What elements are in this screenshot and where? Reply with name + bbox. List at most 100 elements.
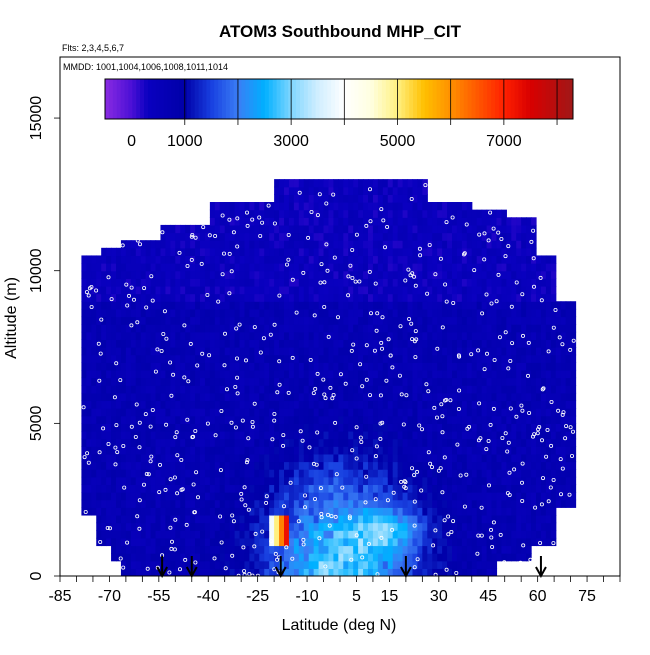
heat-cell (466, 514, 473, 524)
heat-cell (333, 392, 339, 402)
heat-cell (353, 339, 359, 348)
heat-cell (471, 331, 478, 340)
heat-cell (382, 270, 389, 279)
heat-cell (298, 247, 305, 257)
heat-cell (279, 308, 285, 318)
heat-cell (175, 514, 181, 524)
heat-cell (160, 453, 167, 463)
heat-cell (101, 469, 107, 478)
heat-cell (402, 545, 409, 554)
heat-cell (447, 255, 453, 264)
heat-cell (353, 522, 359, 531)
heat-cell (506, 377, 512, 386)
heat-cell (303, 232, 310, 241)
heat-cell (135, 545, 142, 554)
heat-cell (407, 423, 414, 432)
heat-cell (116, 522, 122, 531)
heat-cell (466, 209, 473, 218)
heat-cell (565, 499, 572, 508)
heat-cell (308, 408, 315, 417)
heat-cell (145, 285, 152, 295)
heat-cell (303, 247, 310, 257)
heat-cell (101, 438, 107, 447)
heat-cell (269, 446, 275, 455)
heat-cell (506, 545, 512, 554)
heat-cell (111, 484, 117, 493)
observation-point (442, 455, 447, 460)
heat-cell (545, 530, 552, 539)
heat-cell (116, 285, 122, 295)
heat-cell (214, 369, 221, 379)
heat-cell (101, 522, 107, 531)
heat-cell (407, 469, 414, 478)
heat-cell (244, 461, 251, 470)
heat-cell (160, 232, 167, 241)
heat-cell (86, 285, 92, 295)
heat-cell (116, 499, 122, 508)
heat-cell (209, 461, 216, 470)
heat-cell (511, 240, 517, 249)
heat-cell (521, 476, 527, 486)
heat-cell (175, 293, 181, 302)
heat-cell (496, 362, 503, 371)
heat-cell (471, 530, 478, 539)
heat-cell (442, 209, 448, 218)
heat-cell (387, 385, 394, 394)
heat-cell (452, 255, 458, 264)
heat-cell (269, 247, 275, 257)
heat-cell (323, 209, 330, 218)
heat-cell (244, 446, 251, 455)
heat-cell (417, 560, 423, 569)
heat-cell (303, 209, 310, 218)
heat-cell (308, 202, 315, 211)
heat-cell (501, 377, 507, 386)
heat-cell (204, 568, 211, 576)
heat-cell (456, 293, 463, 302)
heat-cell (348, 430, 354, 440)
heat-cell (125, 392, 132, 402)
heat-cell (353, 285, 359, 295)
heat-cell (239, 476, 246, 486)
heat-cell (531, 453, 537, 463)
heat-cell (348, 308, 354, 318)
heat-cell (442, 270, 448, 279)
heat-cell (135, 247, 142, 257)
heat-cell (382, 224, 389, 234)
heat-cell (412, 453, 419, 463)
heat-cell (491, 324, 498, 333)
heat-cell (135, 514, 142, 524)
heat-cell (481, 545, 488, 554)
heat-cell (501, 492, 507, 501)
heat-cell (417, 179, 423, 188)
heat-cell (160, 354, 167, 363)
heat-cell (264, 263, 270, 272)
heat-cell (308, 560, 315, 569)
heat-cell (259, 263, 265, 272)
heat-cell (328, 453, 335, 463)
heat-cell (214, 568, 221, 576)
heat-cell (471, 270, 478, 279)
heat-cell (377, 537, 384, 547)
heat-cell (545, 385, 552, 394)
heat-cell (382, 492, 389, 501)
heat-cell (333, 186, 339, 195)
heat-cell (377, 217, 384, 226)
heat-cell (328, 553, 335, 562)
heat-cell (293, 476, 300, 486)
heat-cell (130, 492, 137, 501)
heat-cell (540, 331, 547, 340)
heat-cell (392, 316, 399, 325)
heat-cell (338, 507, 344, 516)
heat-cell (318, 186, 325, 195)
heat-cell (471, 499, 478, 508)
heat-cell (382, 240, 389, 249)
heat-cell (96, 285, 102, 295)
heat-cell (377, 568, 384, 576)
heat-cell (120, 278, 127, 287)
heat-cell (160, 316, 167, 325)
heat-cell (368, 408, 374, 417)
heat-cell (308, 217, 315, 226)
heat-cell (165, 263, 171, 272)
heat-cell (244, 232, 251, 241)
heat-cell (427, 308, 433, 318)
